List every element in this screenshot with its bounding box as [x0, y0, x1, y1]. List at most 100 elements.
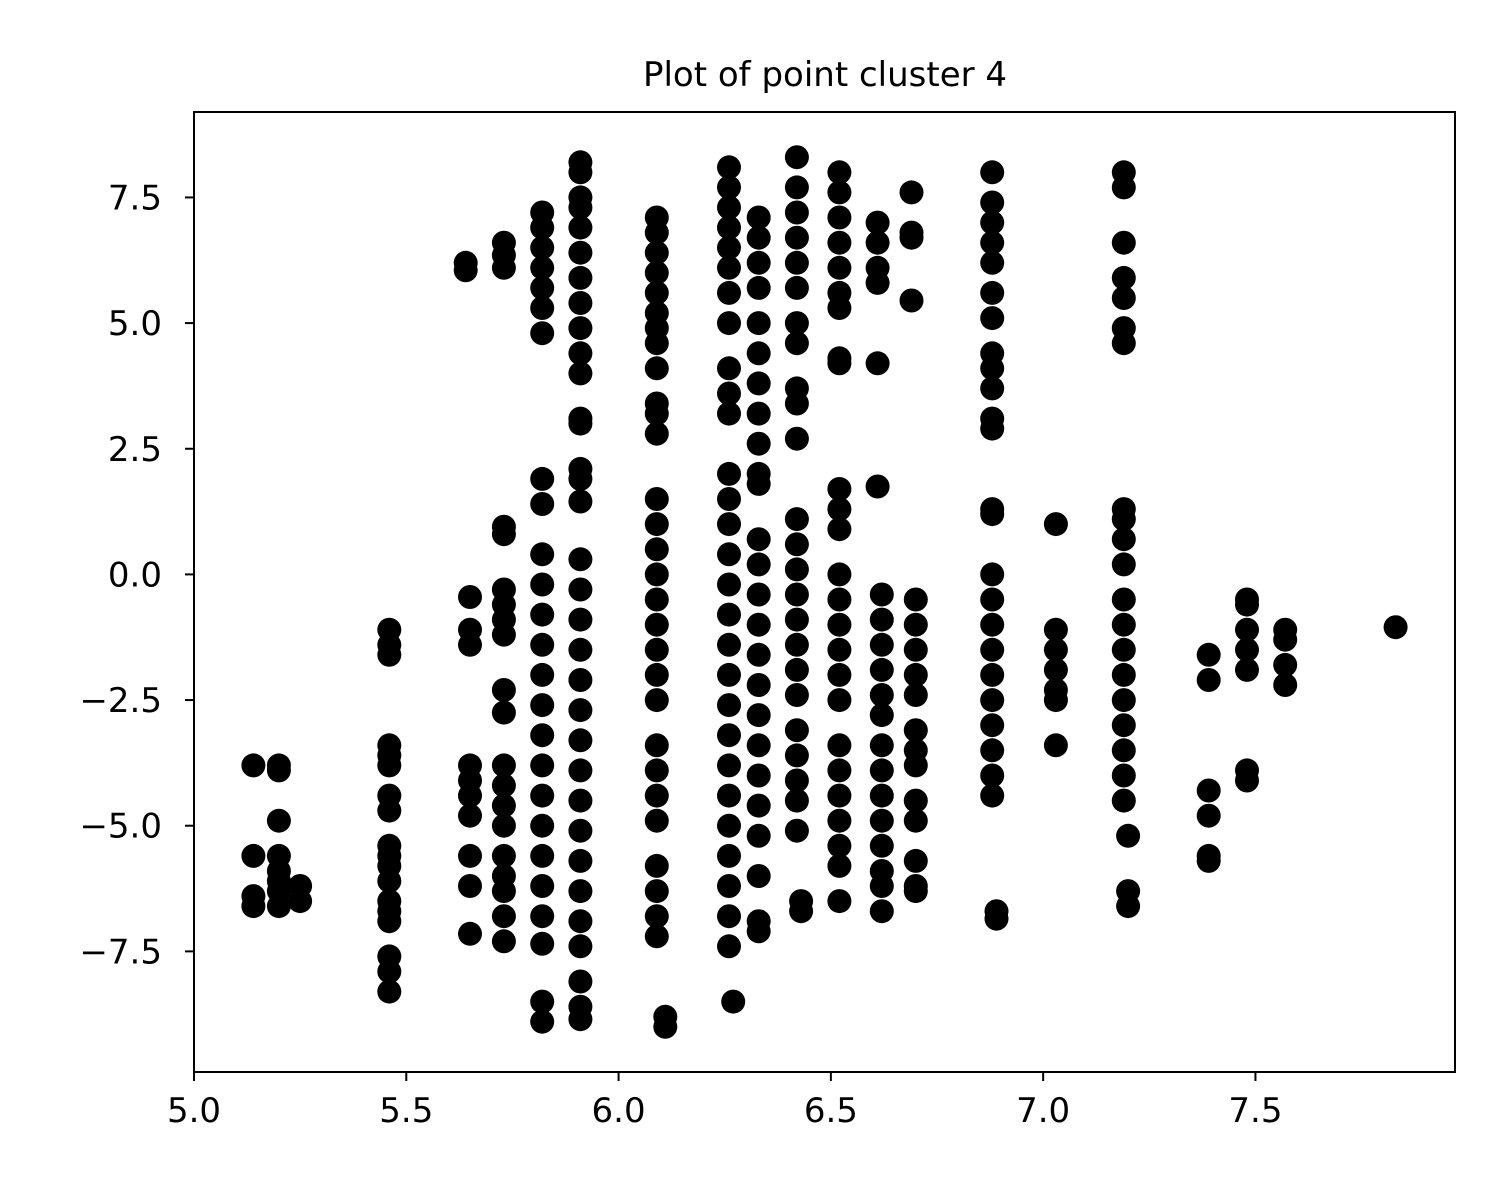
- data-point: [568, 215, 593, 240]
- data-point: [266, 758, 291, 783]
- data-point: [746, 431, 771, 456]
- data-point: [746, 612, 771, 637]
- data-point: [746, 919, 771, 944]
- data-point: [458, 632, 482, 657]
- data-point: [1196, 668, 1221, 692]
- data-point: [568, 818, 593, 843]
- data-point: [377, 869, 402, 893]
- data-point: [530, 632, 555, 657]
- data-point: [644, 401, 669, 426]
- data-point: [568, 728, 593, 753]
- data-point: [458, 874, 482, 898]
- data-point: [644, 260, 669, 285]
- data-point: [266, 808, 291, 833]
- data-point: [784, 225, 809, 250]
- data-point: [903, 879, 928, 904]
- data-point: [827, 205, 852, 230]
- data-point: [644, 688, 669, 713]
- data-point: [644, 356, 669, 381]
- data-point: [568, 240, 593, 265]
- data-point: [717, 904, 741, 929]
- data-point: [530, 723, 555, 748]
- x-axis: 5.0 5.5 6.0 6.5 7.0 7.5: [167, 1072, 1282, 1131]
- data-point: [717, 813, 741, 838]
- data-point: [241, 894, 266, 919]
- data-point: [568, 879, 593, 904]
- data-point: [241, 753, 266, 778]
- data-point: [530, 843, 555, 868]
- data-point: [717, 512, 741, 537]
- data-point: [568, 577, 593, 602]
- data-point: [530, 215, 555, 240]
- data-point: [568, 788, 593, 813]
- data-point: [899, 225, 924, 250]
- data-point: [865, 351, 890, 376]
- data-point: [644, 733, 669, 758]
- data-point: [491, 843, 516, 868]
- data-point: [980, 376, 1005, 401]
- data-point: [530, 602, 555, 627]
- data-point: [644, 512, 669, 537]
- data-point: [746, 703, 771, 728]
- data-point: [865, 270, 890, 295]
- data-point: [827, 160, 852, 185]
- data-point: [827, 612, 852, 637]
- data-point: [644, 331, 669, 356]
- data-point: [717, 401, 741, 426]
- data-point: [869, 808, 894, 833]
- data-point: [530, 904, 555, 929]
- data-point: [827, 853, 852, 878]
- data-point: [491, 813, 516, 838]
- data-point: [980, 230, 1005, 255]
- data-point: [530, 235, 555, 260]
- data-point: [827, 562, 852, 587]
- data-point: [568, 909, 593, 934]
- data-point: [746, 864, 771, 888]
- x-tick-label: 7.0: [1016, 1091, 1070, 1131]
- data-point: [530, 662, 555, 687]
- data-point: [1111, 552, 1136, 577]
- data-point: [721, 989, 746, 1014]
- data-point: [746, 673, 771, 697]
- data-point: [530, 931, 555, 956]
- data-point: [1111, 637, 1136, 662]
- data-point: [1111, 286, 1136, 310]
- data-point: [1043, 688, 1068, 713]
- plot-frame: [193, 111, 1456, 1073]
- data-point: [1196, 848, 1221, 873]
- data-point: [827, 758, 852, 783]
- data-point: [746, 311, 771, 336]
- data-point: [644, 853, 669, 878]
- data-point: [784, 331, 809, 356]
- data-point: [903, 788, 928, 813]
- data-point: [789, 899, 814, 924]
- data-point: [568, 341, 593, 366]
- data-point: [784, 145, 809, 170]
- data-point: [869, 783, 894, 808]
- data-point: [746, 275, 771, 300]
- data-point: [827, 180, 852, 205]
- data-point: [827, 255, 852, 280]
- data-point: [903, 612, 928, 637]
- data-point: [869, 683, 894, 707]
- data-point: [458, 843, 482, 868]
- data-point: [530, 783, 555, 808]
- data-point: [865, 474, 890, 499]
- data-point: [980, 612, 1005, 637]
- data-point: [530, 989, 555, 1014]
- data-point: [746, 793, 771, 818]
- data-point: [1196, 778, 1221, 803]
- data-point: [784, 632, 809, 657]
- data-point: [1111, 788, 1136, 813]
- data-point: [827, 296, 852, 320]
- data-point: [1235, 768, 1259, 793]
- data-point: [717, 542, 741, 567]
- data-point: [784, 683, 809, 707]
- data-point: [784, 532, 809, 557]
- data-point: [530, 466, 555, 491]
- data-point: [491, 773, 516, 798]
- data-point: [530, 813, 555, 838]
- data-point: [568, 489, 593, 514]
- y-tick-label: −7.5: [79, 932, 162, 972]
- points-layer: [241, 145, 1408, 1039]
